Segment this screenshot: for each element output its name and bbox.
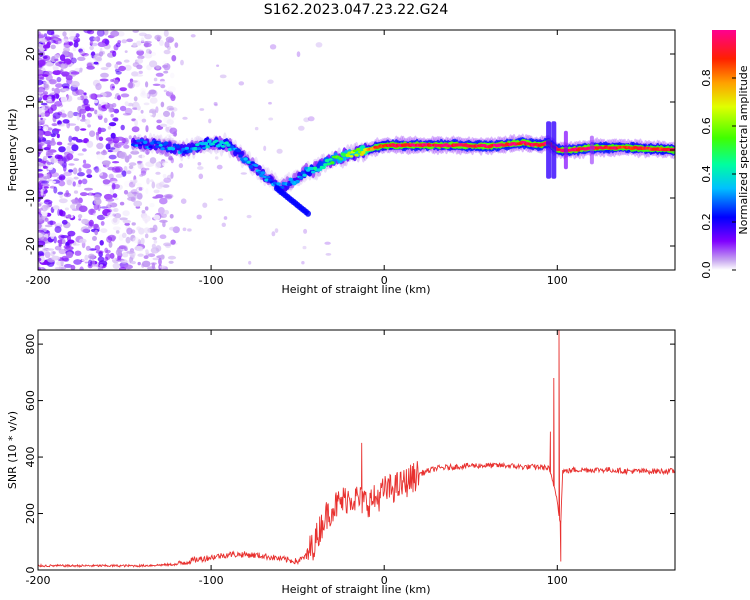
snr-ylabel: SNR (10 * v/v) [6,411,19,489]
snr-ytick-label: 200 [24,503,37,524]
snr-frame [37,329,676,571]
snr-panel: -200 -100 0 100 0 200 400 600 800 Height of stra… [6,329,676,596]
spectrogram-ytick-label: 0 [24,147,37,154]
snr-plot-area [38,330,675,569]
spectrogram-ytick-label: 20 [24,47,37,61]
spectrogram-ytick-label: 10 [24,95,37,109]
colorbar: 0.0 0.2 0.4 0.6 0.8 Normalized spectral ampl… [700,30,750,279]
spectrogram-xtick-label: 100 [547,274,568,287]
figure-title: S162.2023.047.23.22.G24 [264,2,449,18]
snr-ytick-label: 400 [24,447,37,468]
colorbar-gradient [712,30,736,270]
snr-xtick-label: -200 [26,574,51,587]
snr-ytick-label: 600 [24,390,37,411]
spectrogram-plot-area [38,30,675,270]
colorbar-tick-label: 0.0 [700,261,713,279]
spectrogram-xtick-label: -200 [26,274,51,287]
spectrogram-xtick-label: -100 [199,274,224,287]
snr-xtick-label: 100 [547,574,568,587]
snr-xtick-label: 0 [381,574,388,587]
colorbar-tick-label: 0.2 [700,213,713,231]
colorbar-tick-label: 0.6 [700,117,713,135]
spectrogram-ytick-label: -20 [24,237,37,255]
snr-ticks: -200 -100 0 100 0 200 400 600 800 [24,330,675,587]
spectrogram-ylabel: Frequency (Hz) [6,109,19,192]
colorbar-tick-label: 0.8 [700,69,713,87]
colorbar-tick-label: 0.4 [700,165,713,183]
spectrogram-ytick-label: -10 [24,189,37,207]
spectrogram-noise [38,30,332,270]
colorbar-ticks: 0.0 0.2 0.4 0.6 0.8 [700,69,736,279]
snr-ytick-label: 0 [24,567,37,574]
snr-xlabel: Height of straight line (km) [281,583,430,596]
snr-xtick-label: -100 [199,574,224,587]
snr-ytick-label: 800 [24,334,37,355]
spectrogram-xlabel: Height of straight line (km) [281,283,430,296]
snr-series-line [38,330,675,569]
colorbar-label: Normalized spectral amplitude [737,65,750,234]
spectrogram-xtick-label: 0 [381,274,388,287]
spectrogram-ridge [131,121,675,217]
